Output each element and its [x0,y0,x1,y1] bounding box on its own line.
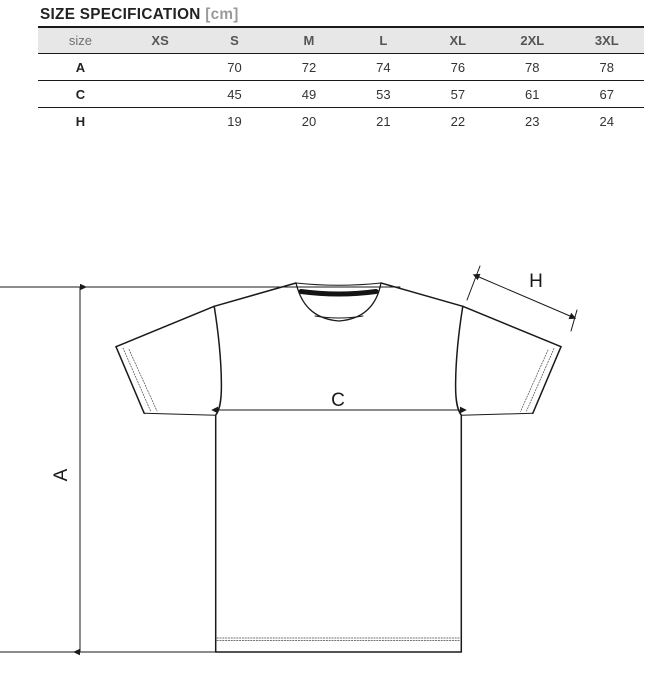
svg-text:H: H [529,271,543,292]
svg-text:A: A [51,468,72,481]
svg-text:C: C [331,390,345,411]
